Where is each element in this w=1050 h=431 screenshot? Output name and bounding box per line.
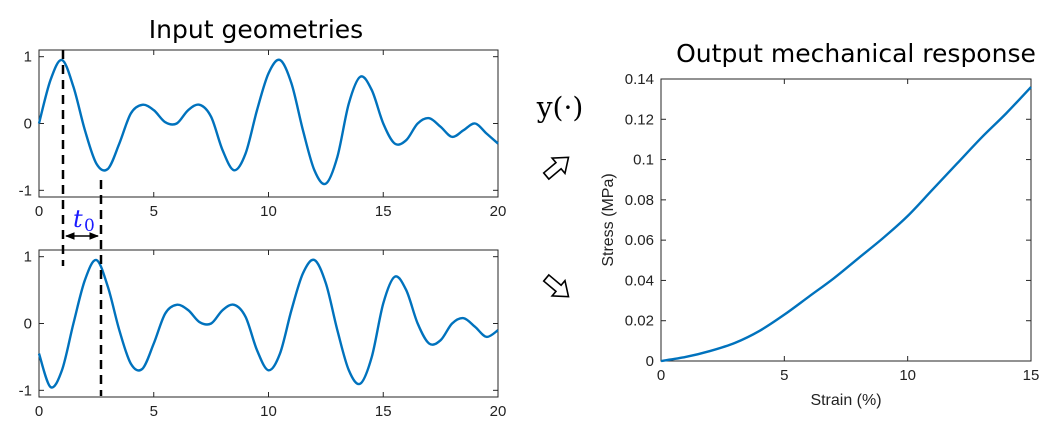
x-tick-label: 10 [899, 367, 916, 384]
y-tick-label: 0.1 [633, 152, 654, 169]
x-tick-label: 20 [490, 403, 507, 420]
series-line [37, 58, 499, 186]
series-line [37, 258, 499, 389]
y-tick-label: 0.08 [625, 192, 654, 209]
y-tick-label: 0.04 [625, 272, 654, 289]
input-heading: Input geometries [149, 15, 363, 44]
x-axis-label: Strain (%) [810, 392, 881, 409]
x-tick-label: 10 [260, 203, 277, 220]
t0-subscript: 0 [84, 216, 95, 236]
stress-strain-plot: 0 5 10 15 0 0.02 0.04 0.06 0.08 0.1 0.12 0.14 Strain… [600, 71, 1039, 409]
x-tick-label: 15 [375, 403, 392, 420]
x-tick-label: 5 [150, 403, 158, 420]
plot-frame [38, 249, 499, 398]
x-tick-label: 0 [35, 403, 43, 420]
x-tick-label: 0 [35, 203, 43, 220]
y-tick-label: 0 [24, 116, 32, 133]
output-heading: Output mechanical response [676, 39, 1036, 68]
bottom-input-plot: 0 5 10 15 20-101 [19, 249, 507, 420]
y-tick-label: 1 [24, 49, 32, 66]
x-tick-label: 10 [260, 403, 277, 420]
series-line [660, 86, 1032, 363]
y-tick-label: 1 [24, 249, 32, 266]
x-tick-label: 15 [375, 203, 392, 220]
y-tick-label: 0 [24, 316, 32, 333]
y-tick-label: 0.12 [625, 111, 654, 128]
y-tick-label: 0.14 [625, 71, 654, 88]
x-tick-label: 5 [150, 203, 158, 220]
hollow-arrow-lower-icon [542, 273, 570, 298]
x-tick-label: 15 [1023, 367, 1040, 384]
mapping-function-label: y(·) [536, 91, 584, 124]
y-tick-label: -1 [19, 182, 32, 199]
x-tick-label: 20 [490, 203, 507, 220]
plot-frame [660, 78, 1032, 362]
y-tick-label: 0 [646, 353, 654, 370]
hollow-arrow-upper-icon [542, 156, 570, 181]
top-input-plot: 0 5 10 15 20-101 [19, 49, 507, 220]
x-tick-label: 0 [657, 367, 665, 384]
y-axis-label: Stress (MPa) [600, 173, 617, 266]
y-tick-label: -1 [19, 382, 32, 399]
t0-symbol: t [73, 205, 83, 233]
y-tick-label: 0.02 [625, 313, 654, 330]
y-tick-label: 0.06 [625, 232, 654, 249]
x-tick-label: 5 [780, 367, 788, 384]
